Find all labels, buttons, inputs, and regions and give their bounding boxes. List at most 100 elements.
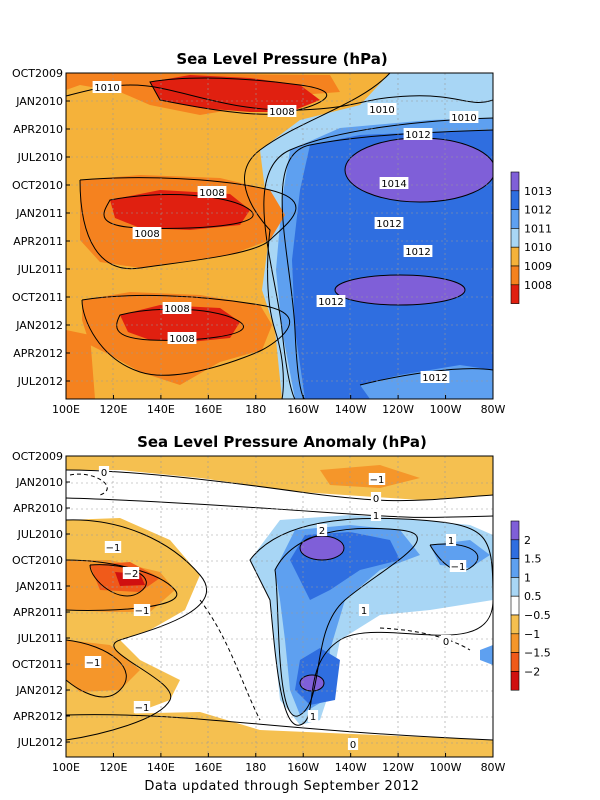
y-tick-label: JUL2010 [17, 151, 63, 164]
colorbar-level-label: 1010 [524, 241, 552, 254]
contour-label-bg [84, 656, 102, 668]
contour-label: 0 [443, 637, 449, 648]
contour-label: 1010 [369, 105, 394, 116]
top-chart-title: Sea Level Pressure (hPa) [176, 50, 387, 68]
bottom-contour-labels: 0 −1 0 −1 2 1 1 −1 −2 1 −1 0 −1 −1 1 0 [84, 466, 467, 751]
bottom-heatmap-field [66, 456, 493, 757]
x-tick-label: 100W [430, 403, 462, 416]
contour-label: 1014 [381, 179, 406, 190]
y-tick-label: JAN2011 [15, 580, 63, 593]
contour-label-bg [370, 509, 382, 521]
x-tick-label: 120W [382, 761, 414, 774]
contour-label: 1012 [318, 297, 343, 308]
y-tick-label: APR2011 [13, 606, 63, 619]
y-tick-label: OCT2011 [12, 291, 63, 304]
colorbar-level-label: 2 [524, 534, 531, 547]
contour-label-bg [370, 492, 382, 504]
x-tick-label: 140W [335, 761, 367, 774]
y-tick-label: OCT2011 [12, 658, 63, 671]
contour-label-bg [316, 524, 328, 536]
contour-label: 0 [101, 468, 107, 479]
contour-label-bg [307, 710, 319, 722]
contour-label: 1008 [199, 188, 224, 199]
colorbar-swatch [510, 633, 520, 653]
top-plot-frame [65, 72, 494, 400]
contour-label: 1012 [376, 219, 401, 230]
colorbar-swatch [510, 265, 520, 286]
top-contour-labels: 1010 1008 1010 1010 1012 1014 1008 1008 1012 1012… [92, 81, 479, 384]
colorbar-swatch [510, 539, 520, 559]
colorbar-level-label: −0.5 [524, 609, 551, 622]
contour-label: −1 [106, 543, 121, 554]
x-tick-label: 100E [52, 403, 80, 416]
contour-label-bg [449, 111, 479, 123]
colorbar-swatch [510, 246, 520, 267]
contour-label-bg [133, 701, 151, 713]
x-tick-label: 140E [147, 761, 175, 774]
contour-label: 1 [448, 536, 454, 547]
contour-label: 1 [361, 606, 367, 617]
x-tick-label: 180 [245, 403, 266, 416]
y-tick-label: APR2012 [13, 347, 63, 360]
colorbar-swatch [510, 190, 520, 210]
y-tick-label: OCT2010 [12, 554, 63, 567]
colorbar-swatch [510, 595, 520, 616]
y-tick-label: JUL2011 [17, 632, 63, 645]
x-tick-label: 140W [335, 403, 367, 416]
x-tick-label: 160W [287, 761, 319, 774]
contour-label-bg [122, 567, 140, 579]
colorbar-swatch [510, 228, 520, 248]
contour-label: −1 [135, 606, 150, 617]
x-tick-label: 180 [245, 761, 266, 774]
y-tick-label: JUL2012 [17, 375, 63, 388]
colorbar-swatch [510, 652, 520, 672]
colorbar-swatch [510, 209, 520, 229]
colorbar-swatch [510, 171, 520, 192]
footer-note: Data updated through September 2012 [144, 779, 419, 794]
contour-label-bg [374, 217, 404, 229]
contour-label-bg [403, 128, 433, 140]
y-tick-label: APR2010 [13, 123, 63, 136]
contour-label: 1008 [164, 304, 189, 315]
y-tick-label: JAN2012 [15, 319, 63, 332]
colorbar-swatch [510, 520, 520, 541]
contour-label: −2 [124, 569, 139, 580]
top-heatmap-field [66, 73, 493, 399]
x-tick-label: 160W [287, 403, 319, 416]
contour-label: 1 [310, 712, 316, 723]
colorbar-swatch [510, 284, 520, 304]
contour-label-bg [316, 295, 346, 307]
contour-label: 0 [373, 494, 379, 505]
contour-label-bg [267, 105, 297, 117]
contour-label: 1 [373, 511, 379, 522]
contour-label-bg [420, 371, 450, 383]
bottom-chart-title: Sea Level Pressure Anomaly (hPa) [137, 433, 427, 451]
contour-label-bg [197, 186, 227, 198]
colorbar-level-label: −2 [524, 665, 540, 678]
x-tick-label: 120W [382, 403, 414, 416]
contour-label-bg [347, 738, 359, 750]
y-tick-label: APR2011 [13, 235, 63, 248]
y-tick-label: JUL2011 [17, 263, 63, 276]
contour-label: −1 [370, 475, 385, 486]
colorbar-swatch [510, 614, 520, 635]
contour-label-bg [92, 81, 122, 93]
contour-label-bg [403, 245, 433, 257]
y-tick-label: JUL2012 [17, 736, 63, 749]
colorbar-level-label: 1 [524, 571, 531, 584]
contour-label: 1010 [451, 113, 476, 124]
contour-label-bg [133, 604, 151, 616]
y-tick-label: JAN2012 [15, 684, 63, 697]
x-tick-label: 100E [52, 761, 80, 774]
colorbar-level-label: 1008 [524, 279, 552, 292]
contour-label-bg [358, 604, 370, 616]
colorbar-level-label: 1009 [524, 260, 552, 273]
contour-label-bg [104, 541, 122, 553]
contour-label: −1 [135, 703, 150, 714]
contour-label: 1008 [169, 334, 194, 345]
x-tick-label: 100W [430, 761, 462, 774]
y-tick-label: OCT2010 [12, 179, 63, 192]
contour-label: 1008 [269, 107, 294, 118]
colorbar-level-label: 1012 [524, 204, 552, 217]
